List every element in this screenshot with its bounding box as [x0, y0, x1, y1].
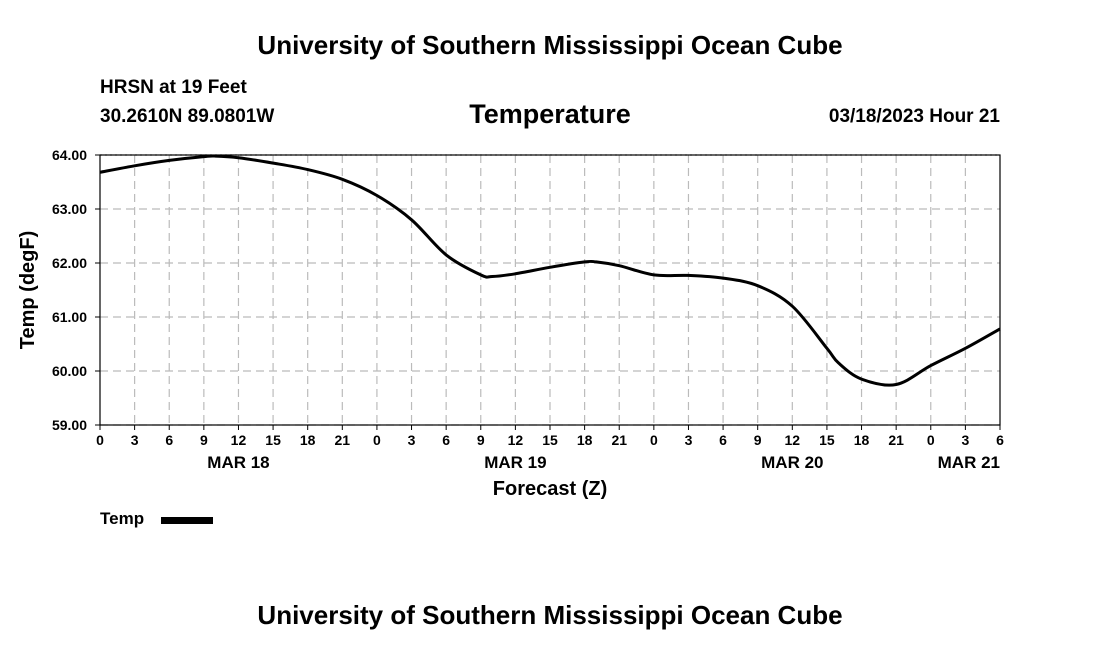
date-label: MAR 19	[484, 453, 546, 472]
x-tick-label: 18	[577, 432, 593, 448]
legend-swatch	[161, 517, 213, 524]
x-tick-label: 21	[335, 432, 351, 448]
y-tick-label: 63.00	[52, 201, 87, 217]
page-title: University of Southern Mississippi Ocean…	[257, 30, 843, 60]
x-tick-label: 3	[685, 432, 693, 448]
x-tick-label: 6	[996, 432, 1004, 448]
coordinates-label: 30.2610N 89.0801W	[100, 106, 275, 127]
x-tick-label: 12	[508, 432, 524, 448]
chart-title: Temperature	[469, 99, 631, 129]
x-tick-label: 12	[785, 432, 801, 448]
x-axis-label: Forecast (Z)	[493, 478, 607, 500]
y-tick-label: 59.00	[52, 417, 87, 433]
station-label: HRSN at 19 Feet	[100, 77, 247, 98]
x-tick-label: 12	[231, 432, 247, 448]
x-tick-label: 21	[611, 432, 627, 448]
x-tick-label: 6	[165, 432, 173, 448]
x-tick-label: 6	[442, 432, 450, 448]
x-tick-label: 9	[200, 432, 208, 448]
footer-title: University of Southern Mississippi Ocean…	[257, 600, 843, 630]
y-tick-label: 64.00	[52, 147, 87, 163]
x-tick-label: 0	[927, 432, 935, 448]
x-tick-label: 3	[961, 432, 969, 448]
date-label: MAR 21	[938, 453, 1000, 472]
grid-lines	[100, 154, 1000, 426]
y-axis-ticks: 64.00 63.00 62.00 61.00 60.00 59.00	[52, 147, 100, 433]
x-tick-label: 21	[888, 432, 904, 448]
x-tick-label: 15	[265, 432, 281, 448]
date-label: MAR 18	[207, 453, 269, 472]
x-tick-label: 3	[408, 432, 416, 448]
y-tick-label: 60.00	[52, 363, 87, 379]
x-axis-ticks: 0 3 6 9 12 15 18 21 0 3 6 9 12 15 18 21 0 3 6 9 12 15 18 21 0 3 6	[96, 425, 1004, 448]
x-tick-label: 0	[96, 432, 104, 448]
x-tick-label: 0	[650, 432, 658, 448]
x-tick-label: 9	[754, 432, 762, 448]
x-tick-label: 18	[300, 432, 316, 448]
y-tick-label: 61.00	[52, 309, 87, 325]
date-labels: MAR 18 MAR 19 MAR 20 MAR 21	[207, 453, 1000, 472]
plot-frame	[99, 154, 1001, 426]
temperature-chart: 64.00 63.00 62.00 61.00 60.00 59.00 0 3 6 9 12 15 1…	[17, 147, 1004, 528]
series-lines	[99, 154, 1001, 387]
datetime-label: 03/18/2023 Hour 21	[828, 106, 1000, 127]
x-tick-label: 0	[373, 432, 381, 448]
x-tick-label: 3	[131, 432, 139, 448]
legend-label: Temp	[100, 509, 144, 528]
x-tick-label: 15	[819, 432, 835, 448]
y-axis-label: Temp (degF)	[17, 231, 39, 350]
x-tick-label: 9	[477, 432, 485, 448]
series-line-temp	[99, 154, 1001, 387]
x-tick-label: 18	[854, 432, 870, 448]
x-tick-label: 6	[719, 432, 727, 448]
x-tick-label: 15	[542, 432, 558, 448]
date-label: MAR 20	[761, 453, 823, 472]
y-tick-label: 62.00	[52, 255, 87, 271]
